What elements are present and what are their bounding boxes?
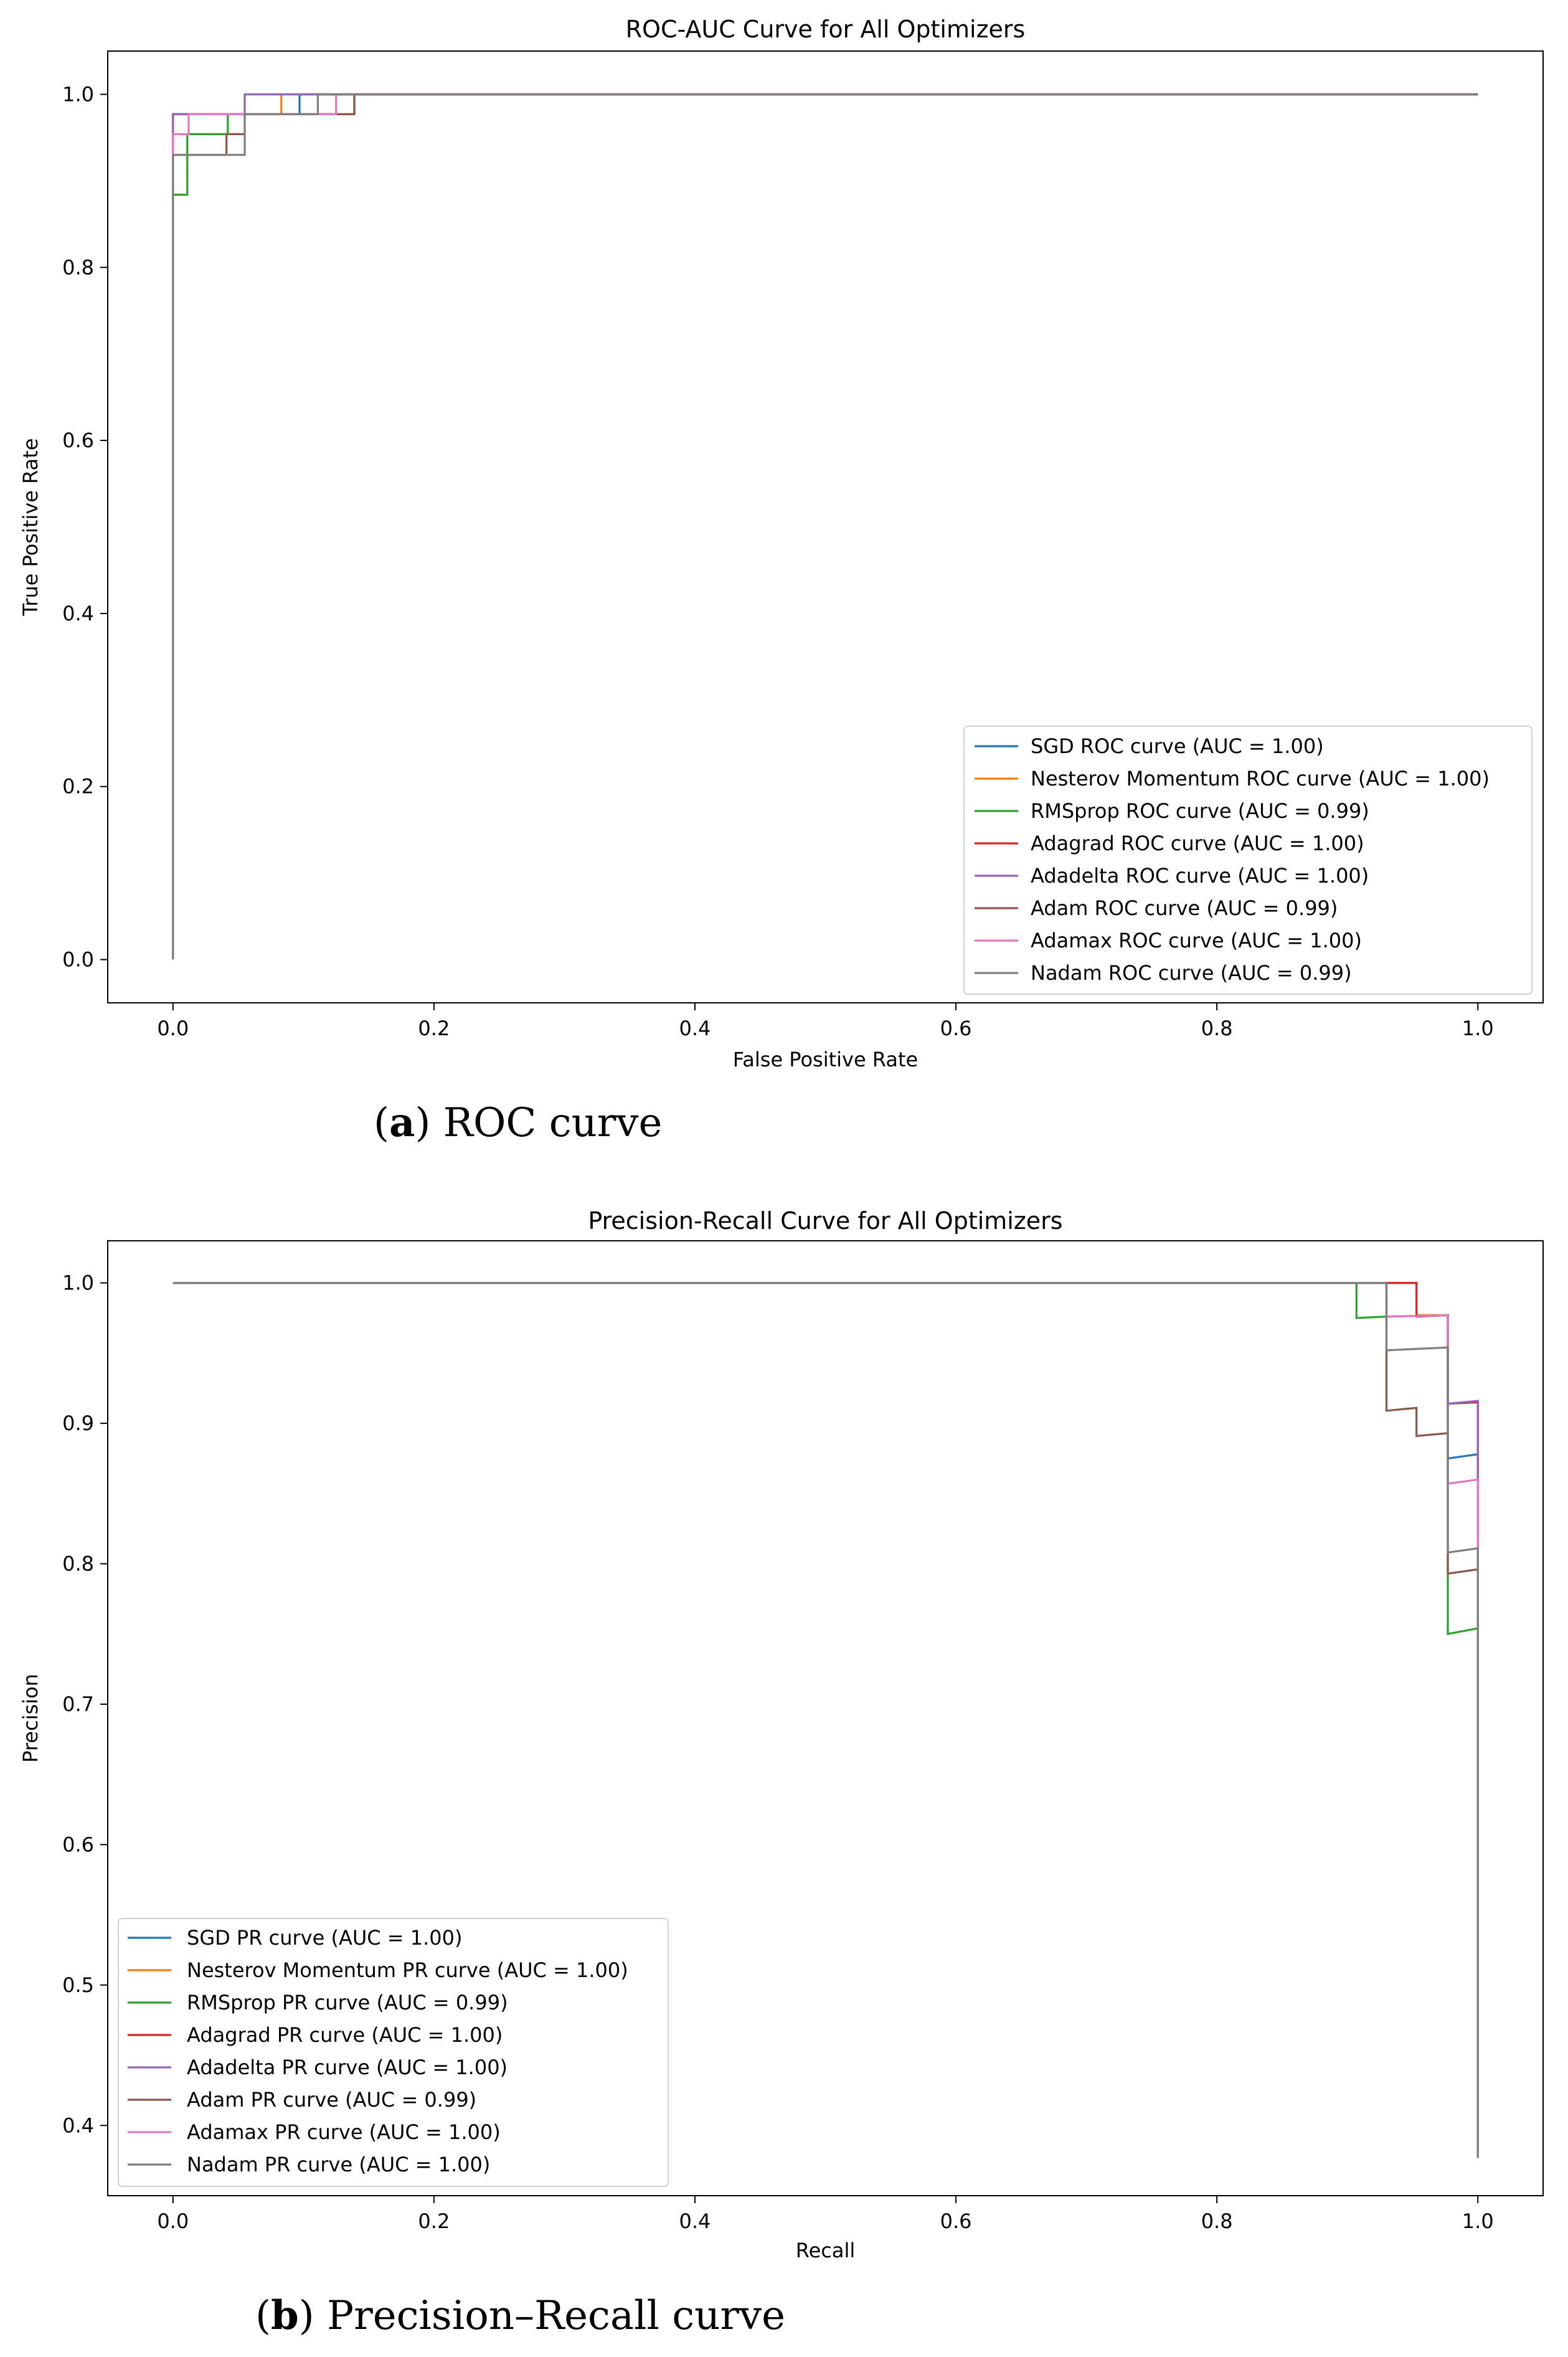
pr-x-tick-label: 0.6	[940, 2209, 972, 2233]
pr-legend: SGD PR curve (AUC = 1.00) Nesterov Moment…	[118, 1918, 669, 2187]
pr-legend-label-rmsprop: RMSprop PR curve (AUC = 0.99)	[187, 1991, 508, 2014]
pr-axes-frame	[107, 1240, 1544, 2196]
caption-roc-letter: a	[389, 1099, 415, 1146]
roc-x-tick-label: 0.2	[418, 1017, 450, 1040]
pr-chart-title: Precision-Recall Curve for All Optimizer…	[588, 1207, 1062, 1235]
roc-y-tick-label: 0.2	[62, 775, 94, 799]
pr-series-group	[172, 1282, 1479, 2158]
roc-y-tick-label: 0.0	[62, 948, 94, 972]
roc-x-tick-label: 0.0	[157, 1017, 189, 1040]
caption-pr-letter: b	[270, 2292, 299, 2339]
pr-x-tick-label: 0.4	[679, 2209, 711, 2233]
roc-x-axis-label: False Positive Rate	[733, 1048, 918, 1071]
pr-legend-label-adadelta: Adadelta PR curve (AUC = 1.00)	[187, 2056, 508, 2079]
roc-legend-label-adam: Adam ROC curve (AUC = 0.99)	[1031, 896, 1338, 920]
roc-chart-title: ROC-AUC Curve for All Optimizers	[626, 16, 1026, 43]
pr-x-tick-label: 1.0	[1462, 2209, 1494, 2233]
pr-x-tick-label: 0.0	[157, 2209, 189, 2233]
pr-legend-label-nesterov-momentum: Nesterov Momentum PR curve (AUC = 1.00)	[187, 1958, 628, 1982]
roc-x-tick-label: 0.8	[1201, 1017, 1233, 1040]
pr-legend-label-adamax: Adamax PR curve (AUC = 1.00)	[187, 2120, 501, 2144]
pr-x-tick-label: 0.8	[1201, 2209, 1233, 2233]
roc-legend-label-nadam: Nadam ROC curve (AUC = 0.99)	[1031, 961, 1352, 985]
roc-series-nadam-line	[172, 93, 1478, 960]
pr-legend-label-sgd: SGD PR curve (AUC = 1.00)	[187, 1926, 462, 1950]
roc-x-tick-label: 0.4	[679, 1017, 711, 1040]
pr-chart: Precision-Recall Curve for All Optimizer…	[19, 1207, 1544, 2262]
pr-y-tick-label: 0.4	[62, 2113, 94, 2137]
roc-legend-box	[963, 726, 1533, 995]
roc-legend-label-nesterov-momentum: Nesterov Momentum ROC curve (AUC = 1.00)	[1031, 767, 1490, 790]
pr-y-axis-label: Precision	[19, 1674, 42, 1763]
roc-axes-frame	[107, 50, 1544, 1003]
roc-x-tick-label: 1.0	[1462, 1017, 1494, 1040]
roc-y-tick-label: 0.4	[62, 602, 94, 625]
caption-roc: (a) ROC curve	[374, 1099, 663, 1146]
pr-y-tick-label: 0.7	[62, 1692, 94, 1716]
roc-x-tick-label: 0.6	[940, 1017, 972, 1040]
pr-y-tick-label: 0.8	[62, 1552, 94, 1576]
pr-y-tick-label: 0.9	[62, 1411, 94, 1435]
pr-x-axis-label: Recall	[796, 2239, 855, 2262]
roc-y-tick-label: 1.0	[62, 82, 94, 106]
pr-legend-label-adam: Adam PR curve (AUC = 0.99)	[187, 2088, 476, 2112]
roc-legend-label-adagrad: Adagrad ROC curve (AUC = 1.00)	[1031, 832, 1364, 855]
pr-legend-label-nadam: Nadam PR curve (AUC = 1.00)	[187, 2153, 490, 2176]
roc-legend-label-sgd: SGD ROC curve (AUC = 1.00)	[1031, 734, 1324, 758]
pr-y-tick-label: 0.5	[62, 1973, 94, 1997]
pr-legend-box	[118, 1918, 669, 2187]
pr-legend-label-adagrad: Adagrad PR curve (AUC = 1.00)	[187, 2023, 503, 2047]
roc-legend-label-rmsprop: RMSprop ROC curve (AUC = 0.99)	[1031, 799, 1369, 823]
roc-y-axis-label: True Positive Rate	[19, 438, 42, 616]
roc-y-tick-label: 0.6	[62, 429, 94, 452]
roc-legend-label-adamax: Adamax ROC curve (AUC = 1.00)	[1031, 929, 1362, 952]
pr-y-tick-label: 1.0	[62, 1271, 94, 1295]
caption-pr-text: Precision–Recall curve	[327, 2293, 785, 2339]
pr-series-nadam-line	[172, 1282, 1479, 2158]
roc-y-tick-label: 0.8	[62, 255, 94, 279]
caption-pr: (b) Precision–Recall curve	[255, 2292, 785, 2339]
roc-legend: SGD ROC curve (AUC = 1.00) Nesterov Momen…	[963, 726, 1533, 995]
caption-roc-text: ROC curve	[443, 1100, 663, 1146]
roc-chart: ROC-AUC Curve for All Optimizers False Po…	[19, 16, 1544, 1071]
roc-legend-label-adadelta: Adadelta ROC curve (AUC = 1.00)	[1031, 864, 1369, 888]
pr-y-tick-label: 0.6	[62, 1833, 94, 1856]
roc-series-group	[172, 93, 1478, 960]
pr-x-tick-label: 0.2	[418, 2209, 450, 2233]
